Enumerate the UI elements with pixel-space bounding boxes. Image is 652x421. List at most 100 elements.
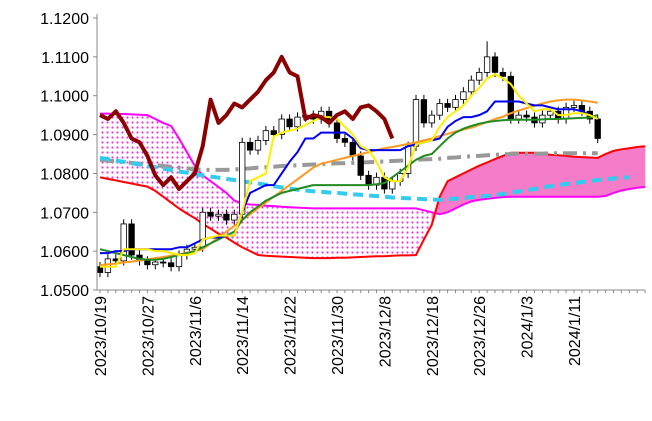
cloud-fill — [400, 208, 409, 256]
candle-body — [357, 155, 364, 176]
cloud-fill — [313, 208, 322, 259]
cloud-fill — [163, 122, 172, 203]
x-tick-label: 2023/12/18 — [425, 296, 442, 376]
cloud-fill — [423, 210, 432, 240]
candle-body — [120, 223, 127, 262]
candle-body — [412, 99, 420, 147]
candle-body — [262, 130, 270, 141]
indicator-line — [100, 73, 599, 268]
candle-body — [365, 174, 372, 186]
cloud-fill — [115, 113, 124, 182]
cloud-fill — [439, 181, 448, 215]
candle-body — [515, 114, 522, 120]
candle-body — [160, 261, 167, 264]
cloud-fill — [494, 155, 504, 199]
candle-body — [523, 114, 530, 118]
candle-body — [144, 260, 151, 266]
y-tick-label: 1.0900 — [40, 128, 89, 145]
candle-body — [215, 213, 222, 217]
x-tick-label: 2023/12/26 — [472, 296, 489, 376]
candle-body — [420, 99, 428, 124]
cloud-fill — [250, 204, 258, 256]
candle-body — [349, 141, 356, 157]
indicator-line — [99, 54, 395, 191]
cloud-fill — [408, 208, 416, 256]
cloud-fill — [352, 208, 361, 258]
cloud-fill — [107, 113, 116, 181]
cloud-fill — [100, 113, 108, 179]
cloud-fill — [542, 153, 551, 197]
candle-body — [128, 223, 135, 256]
candle-body — [270, 130, 277, 135]
cloud-fill — [447, 176, 456, 213]
cloud-fill — [321, 208, 330, 259]
cloud-fill — [597, 153, 606, 198]
cloud-fill — [589, 157, 598, 197]
cloud-fill — [218, 187, 227, 238]
candle-body — [452, 99, 459, 108]
candle-body — [460, 91, 467, 101]
cloud-fill — [384, 208, 393, 257]
candle-body — [167, 262, 175, 268]
cloud-fill — [194, 165, 203, 224]
indicator-line — [99, 155, 630, 202]
cloud-fill — [281, 206, 290, 257]
cloud-fill — [305, 208, 314, 259]
cloud-fill — [131, 114, 140, 186]
y-tick-label: 1.1200 — [40, 11, 89, 28]
x-tick-label: 2023/11/30 — [330, 296, 347, 375]
candle-body — [278, 118, 285, 135]
candle-body — [499, 72, 507, 77]
y-tick-label: 1.0800 — [40, 166, 89, 183]
candle-body — [246, 141, 254, 151]
cloud-fill — [368, 208, 377, 257]
cloud-fill — [289, 207, 298, 258]
y-tick-label: 1.0600 — [40, 244, 89, 261]
cloud-fill — [550, 154, 559, 197]
cloud-fill — [329, 208, 337, 259]
cloud-fill — [376, 208, 385, 257]
candle-body — [389, 180, 396, 190]
x-tick-label: 2023/12/8 — [377, 296, 394, 367]
cloud-fill — [360, 208, 369, 257]
x-tick-label: 2024/1/3 — [520, 296, 537, 358]
y-tick-label: 1.1100 — [41, 50, 89, 67]
indicator-line — [100, 100, 599, 255]
cloud-fill — [605, 150, 614, 197]
candle-body — [444, 103, 451, 108]
candle-body — [286, 118, 293, 128]
cloud-fill — [573, 156, 583, 197]
candle-body — [570, 105, 578, 108]
x-tick-label: 2024/1/11 — [567, 296, 584, 366]
y-tick-label: 1.0700 — [40, 205, 89, 222]
cloud-fill — [273, 206, 282, 257]
cloud-fill — [179, 138, 187, 214]
candle-body — [547, 110, 554, 116]
cloud-fill — [344, 208, 353, 258]
cloud-fill — [613, 149, 622, 194]
candle-body — [341, 138, 349, 143]
y-tick-label: 1.0500 — [40, 283, 89, 300]
cloud-fill — [581, 156, 591, 197]
candle-body — [476, 72, 483, 81]
candle-body — [294, 116, 301, 128]
cloud-fill — [297, 207, 306, 258]
cloud-fill — [455, 173, 464, 209]
candle-body — [207, 211, 214, 217]
cloud-fill — [557, 154, 567, 197]
candle-body — [223, 213, 230, 221]
x-tick-label: 2023/10/19 — [93, 296, 110, 376]
candle-body — [468, 79, 475, 93]
cloud-fill — [629, 146, 638, 190]
candle-body — [152, 261, 159, 266]
candle-body — [483, 56, 491, 73]
cloud-fill — [265, 205, 274, 257]
x-tick-label: 2023/10/27 — [140, 296, 157, 376]
candle-body — [436, 103, 443, 116]
x-tick-label: 2023/11/14 — [235, 296, 252, 375]
indicator-line — [99, 151, 598, 172]
leading-span-b — [100, 112, 646, 216]
candle-body — [491, 56, 499, 73]
candle-body — [254, 139, 262, 151]
